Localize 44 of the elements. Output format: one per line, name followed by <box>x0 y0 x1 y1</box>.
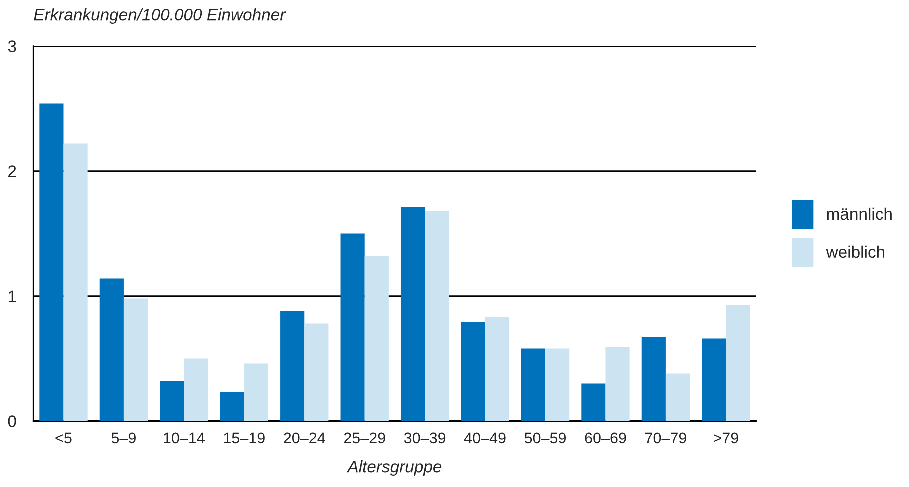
x-tick-label: 10–14 <box>164 432 205 444</box>
bar <box>160 381 184 422</box>
bar <box>726 305 750 422</box>
bar <box>40 104 64 422</box>
bar <box>606 348 630 422</box>
bar <box>220 392 244 422</box>
x-tick-label: 50–59 <box>524 432 566 444</box>
bar <box>461 322 486 422</box>
x-tick-label: <5 <box>56 432 72 444</box>
bar <box>364 256 389 422</box>
y-axis-title: Erkrankungen/100.000 Einwohner <box>34 8 286 24</box>
x-tick-label: 5–9 <box>112 432 136 444</box>
bar <box>124 298 148 422</box>
x-tick-label: 70–79 <box>646 432 686 444</box>
x-tick-label: 15–19 <box>224 432 265 444</box>
bar <box>582 384 606 422</box>
legend-label: männlich <box>827 208 892 220</box>
bar <box>521 348 546 422</box>
y-tick-label: 3 <box>8 40 16 52</box>
bar <box>100 278 124 422</box>
bar <box>666 374 690 422</box>
x-tick-label: 40–49 <box>464 432 506 444</box>
bar <box>702 338 726 422</box>
bar <box>340 234 365 422</box>
legend-label: weiblich <box>826 246 885 258</box>
y-tick-label: 2 <box>8 166 16 178</box>
bar <box>546 348 570 422</box>
bar <box>280 311 305 422</box>
x-axis-title: Altersgruppe <box>346 460 442 476</box>
x-tick-label: 20–24 <box>284 432 326 444</box>
x-tick-label: >79 <box>714 432 738 444</box>
y-tick-label: 0 <box>8 416 16 428</box>
bar <box>485 318 510 422</box>
bar <box>64 144 88 422</box>
x-tick-label: 30–39 <box>404 432 446 444</box>
bar <box>425 211 450 422</box>
bar <box>244 364 268 422</box>
x-tick-label: 25–29 <box>344 432 386 444</box>
x-tick-label: 60–69 <box>585 432 626 444</box>
bar <box>642 338 666 422</box>
bar <box>184 358 208 422</box>
bar <box>400 208 426 422</box>
bar <box>304 324 329 422</box>
y-tick-label: 1 <box>8 290 16 302</box>
